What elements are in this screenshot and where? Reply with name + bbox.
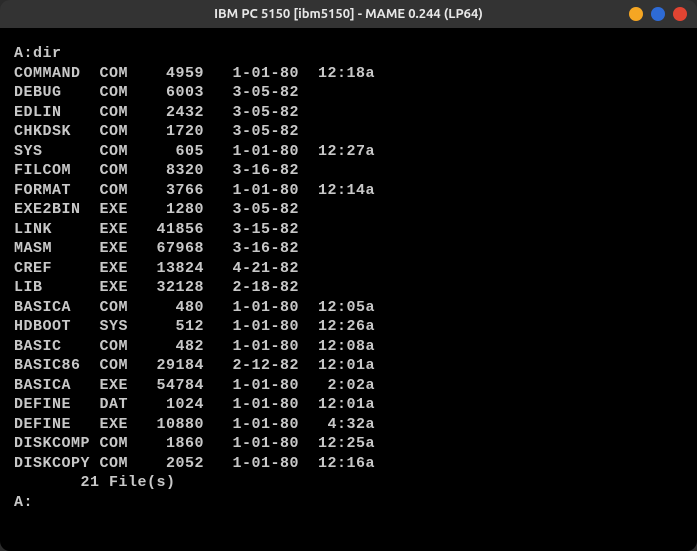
window-title: IBM PC 5150 [ibm5150] - MAME 0.244 (LP64… (214, 7, 483, 21)
file-row: CREF EXE 13824 4-21-82 (14, 259, 685, 279)
file-row: FORMAT COM 3766 1-01-80 12:14a (14, 181, 685, 201)
file-row: BASICA EXE 54784 1-01-80 2:02a (14, 376, 685, 396)
prompt-line: A:dir (14, 44, 685, 64)
file-row: LINK EXE 41856 3-15-82 (14, 220, 685, 240)
file-row: LIB EXE 32128 2-18-82 (14, 278, 685, 298)
file-row: EXE2BIN EXE 1280 3-05-82 (14, 200, 685, 220)
file-row: DEFINE EXE 10880 1-01-80 4:32a (14, 415, 685, 435)
emulator-window: IBM PC 5150 [ibm5150] - MAME 0.244 (LP64… (0, 0, 697, 551)
file-row: CHKDSK COM 1720 3-05-82 (14, 122, 685, 142)
file-row: FILCOM COM 8320 3-16-82 (14, 161, 685, 181)
terminal-output[interactable]: A:dirCOMMAND COM 4959 1-01-80 12:18aDEBU… (0, 28, 697, 551)
file-row: HDBOOT SYS 512 1-01-80 12:26a (14, 317, 685, 337)
window-controls (629, 7, 687, 21)
file-row: MASM EXE 67968 3-16-82 (14, 239, 685, 259)
file-row: SYS COM 605 1-01-80 12:27a (14, 142, 685, 162)
file-row: EDLIN COM 2432 3-05-82 (14, 103, 685, 123)
file-row: DISKCOMP COM 1860 1-01-80 12:25a (14, 434, 685, 454)
final-prompt: A: (14, 493, 685, 513)
file-row: BASIC86 COM 29184 2-12-82 12:01a (14, 356, 685, 376)
file-row: DISKCOPY COM 2052 1-01-80 12:16a (14, 454, 685, 474)
maximize-icon[interactable] (651, 7, 665, 21)
close-icon[interactable] (673, 7, 687, 21)
file-row: DEBUG COM 6003 3-05-82 (14, 83, 685, 103)
summary-line: 21 File(s) (14, 473, 685, 493)
file-row: DEFINE DAT 1024 1-01-80 12:01a (14, 395, 685, 415)
file-row: COMMAND COM 4959 1-01-80 12:18a (14, 64, 685, 84)
file-row: BASICA COM 480 1-01-80 12:05a (14, 298, 685, 318)
file-row: BASIC COM 482 1-01-80 12:08a (14, 337, 685, 357)
minimize-icon[interactable] (629, 7, 643, 21)
titlebar[interactable]: IBM PC 5150 [ibm5150] - MAME 0.244 (LP64… (0, 0, 697, 28)
